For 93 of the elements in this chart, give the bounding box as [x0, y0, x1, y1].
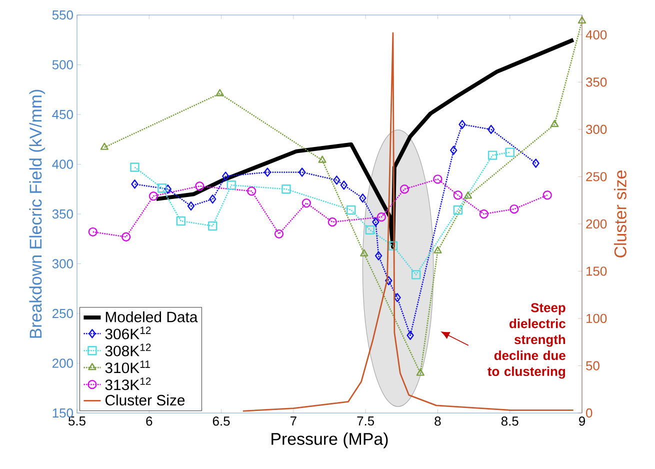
point — [488, 150, 498, 160]
point — [208, 221, 218, 231]
point — [302, 198, 311, 208]
y-axis-title: Breakdown Elecric Field (kV/mm) — [29, 90, 46, 338]
y-tick-label: 550 — [52, 10, 73, 20]
point — [416, 368, 424, 376]
legend-label: Modeled Data — [106, 311, 198, 322]
y2-tick-label: 300 — [586, 124, 607, 134]
point — [376, 212, 386, 222]
point — [479, 209, 488, 219]
point — [532, 158, 540, 168]
point — [176, 216, 186, 226]
point — [216, 89, 224, 96]
y2-tick-label: 150 — [586, 266, 607, 276]
x-axis-title: Pressure (MPa) — [272, 432, 388, 448]
x-tick-label: 8 — [434, 416, 441, 426]
point — [187, 201, 195, 211]
x-tick-label: 8.5 — [501, 416, 518, 426]
point — [505, 148, 514, 157]
y-tick-label: 200 — [52, 358, 73, 368]
point — [282, 184, 291, 194]
x-tick-label: 6 — [146, 416, 152, 426]
point — [298, 168, 306, 177]
point — [164, 184, 172, 194]
y2-tick-label: 400 — [586, 30, 607, 40]
annotation: Steep dielectric strength decline due to clustering — [488, 303, 566, 379]
point — [359, 193, 366, 203]
y-tick-label: 300 — [52, 259, 73, 268]
point — [88, 227, 98, 236]
y-tick-label: 500 — [52, 60, 73, 70]
y-tick-label: 350 — [52, 209, 73, 219]
y2-tick-label: 50 — [586, 361, 600, 370]
point — [158, 184, 167, 193]
point — [434, 246, 442, 254]
point — [222, 172, 230, 181]
y2-axis-title: Cluster size — [614, 170, 626, 258]
point — [450, 146, 458, 155]
legend-label: 306K$^{12}$ — [105, 326, 151, 340]
point — [130, 162, 140, 172]
point — [400, 184, 410, 194]
point — [360, 249, 368, 256]
y2-tick-label: 100 — [586, 314, 607, 324]
y2-tick-label: 350 — [586, 78, 607, 87]
y-tick-label: 450 — [52, 110, 73, 120]
y2-tick-label: 200 — [586, 219, 607, 229]
point — [385, 276, 392, 286]
y2-tick-label: 250 — [586, 172, 607, 182]
x-tick-label: 7.5 — [357, 416, 374, 426]
point — [226, 180, 236, 190]
point — [542, 190, 552, 200]
point — [510, 204, 519, 214]
point — [453, 205, 462, 215]
point — [209, 194, 216, 204]
point — [453, 190, 462, 200]
point — [388, 241, 398, 250]
y-tick-label: 250 — [52, 308, 73, 318]
legend-label: 308K$^{12}$ — [105, 344, 151, 356]
point — [100, 142, 108, 150]
line-series — [242, 32, 574, 412]
x-tick-label: 5.5 — [68, 416, 86, 426]
point — [274, 229, 284, 238]
point — [394, 292, 401, 302]
point — [464, 192, 472, 199]
point — [550, 120, 559, 128]
point — [411, 270, 421, 280]
point — [247, 186, 256, 196]
point — [488, 124, 495, 134]
point — [365, 225, 374, 235]
y-tick-label: 150 — [52, 408, 73, 418]
point — [406, 330, 414, 340]
point — [121, 232, 131, 242]
point — [131, 180, 138, 189]
y-tick-label: 400 — [52, 160, 73, 169]
point — [148, 192, 158, 201]
point — [458, 120, 466, 130]
y2-tick-label: 0 — [586, 408, 592, 418]
legend-label: 310K$^{11}$ — [105, 360, 150, 374]
x-tick-label: 7 — [290, 416, 296, 426]
point — [264, 168, 272, 177]
legend-label: Cluster Size — [105, 394, 185, 406]
point — [318, 156, 326, 163]
point — [346, 205, 356, 215]
point — [374, 251, 382, 260]
point — [578, 16, 586, 24]
point — [333, 176, 340, 185]
x-tick-label: 9 — [579, 416, 585, 426]
point — [340, 180, 348, 190]
point — [195, 182, 204, 191]
legend-label: 313K$^{12}$ — [105, 378, 151, 390]
x-tick-label: 6.5 — [212, 416, 230, 426]
point — [433, 174, 442, 184]
point — [372, 217, 380, 227]
point — [328, 217, 337, 227]
